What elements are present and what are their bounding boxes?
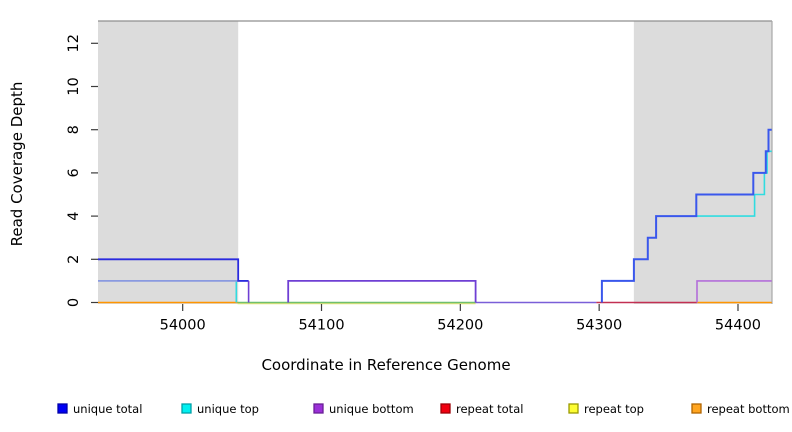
legend-swatch-unique-top (181, 403, 192, 414)
x-tick-label: 54000 (160, 318, 206, 334)
legend-item-repeat-total: repeat total (440, 402, 523, 416)
legend-swatch-repeat-top (568, 403, 579, 414)
series-segment-unique-top-right (696, 150, 772, 217)
x-tick-label: 54300 (576, 318, 622, 334)
series-segment-unique-total-left (98, 258, 249, 282)
legend-item-repeat-bottom: repeat bottom (691, 402, 790, 416)
x-tick-label: 54100 (298, 318, 344, 334)
legend-label-unique-top: unique top (197, 402, 259, 416)
legend-swatch-unique-bottom (313, 403, 324, 414)
y-tick-label: 12 (66, 34, 82, 52)
legend-item-unique-bottom: unique bottom (313, 402, 414, 416)
legend-swatch-repeat-total (440, 403, 451, 414)
y-tick-label: 8 (66, 125, 82, 134)
x-tick-label: 54200 (437, 318, 483, 334)
y-tick-label: 4 (66, 211, 82, 220)
repeat-region-right (633, 21, 772, 304)
legend-item-unique-total: unique total (57, 402, 142, 416)
y-tick-label: 0 (66, 298, 82, 307)
y-axis-title: Read Coverage Depth (8, 81, 26, 247)
legend-label-unique-bottom: unique bottom (329, 402, 414, 416)
series-segment-unique-bottom-mid (287, 279, 477, 303)
y-tick-label: 10 (66, 77, 82, 95)
x-tick-label: 54400 (715, 318, 761, 334)
legend-label-repeat-bottom: repeat bottom (707, 402, 790, 416)
y-tick-label: 6 (66, 168, 82, 177)
legend-swatch-unique-total (57, 403, 68, 414)
x-axis-title: Coordinate in Reference Genome (261, 356, 511, 374)
legend-item-repeat-top: repeat top (568, 402, 644, 416)
legend-label-repeat-total: repeat total (456, 402, 523, 416)
legend-swatch-repeat-bottom (691, 403, 702, 414)
repeat-region-left (98, 21, 239, 304)
legend-label-unique-total: unique total (73, 402, 142, 416)
series-segment-unique-total-right (600, 128, 772, 303)
legend-label-repeat-top: repeat top (584, 402, 644, 416)
series-segment-unique-bottom-right (696, 280, 772, 303)
y-tick-label: 2 (66, 255, 82, 264)
legend-item-unique-top: unique top (181, 402, 259, 416)
